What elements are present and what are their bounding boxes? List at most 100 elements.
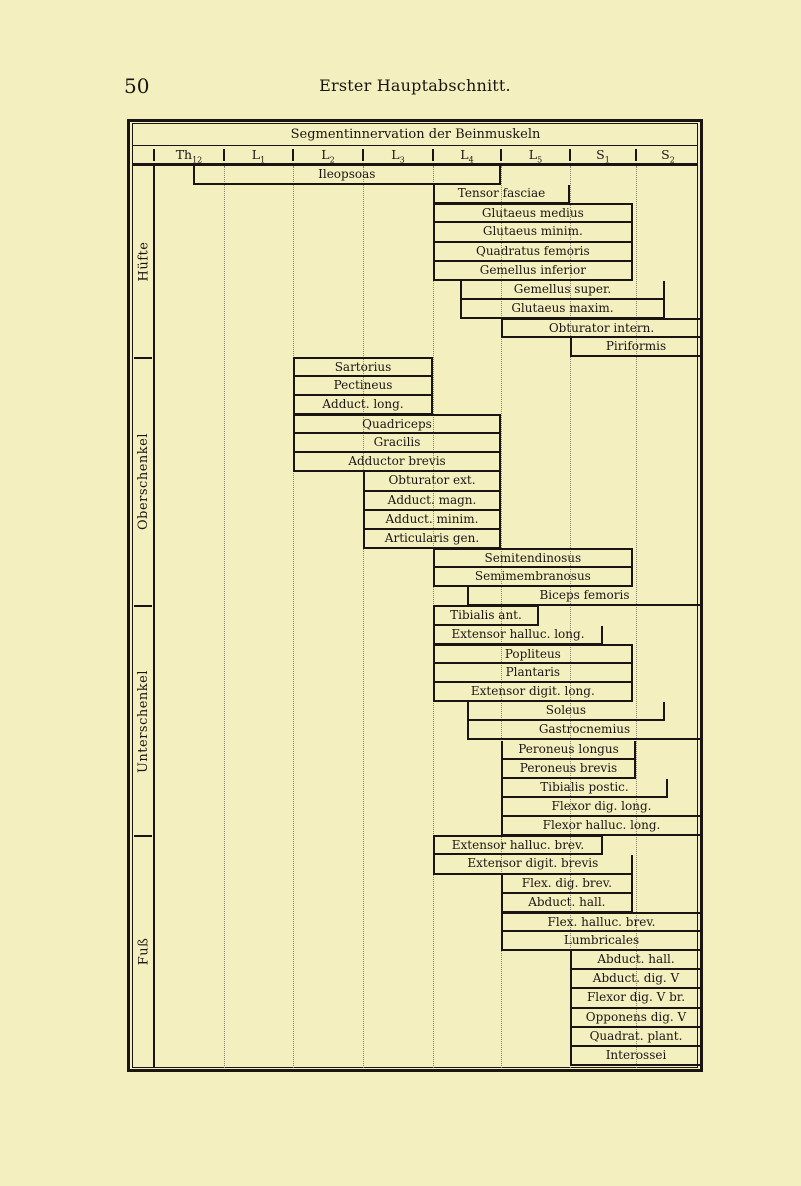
segment-header-L2: L2 xyxy=(293,146,363,165)
muscle-bar: Semimembranosus xyxy=(433,568,633,588)
segment-header-L5: L5 xyxy=(501,146,570,165)
section-divider xyxy=(134,356,152,359)
muscle-bar: Quadriceps xyxy=(293,413,501,435)
muscle-bar: Tibialis postic. xyxy=(501,778,668,798)
muscle-bar: Interossei xyxy=(570,1046,700,1067)
muscle-bar: Gracilis xyxy=(293,434,501,454)
muscle-bar: Semitendinosus xyxy=(433,548,633,569)
segment-subscript: 1 xyxy=(604,155,610,165)
muscle-bar: Piriformis xyxy=(570,338,700,358)
muscle-bar: Glutaeus maxim. xyxy=(460,300,665,320)
muscle-bar: Extensor halluc. long. xyxy=(433,625,603,645)
segment-base: L xyxy=(528,147,538,162)
muscle-bar: Peroneus longus xyxy=(501,740,636,760)
segment-divider xyxy=(362,149,364,161)
section-name: Oberschenkel xyxy=(136,433,152,531)
muscle-bar: Flex. halluc. brev. xyxy=(501,911,700,932)
section-divider xyxy=(134,605,152,608)
muscle-bar: Soleus xyxy=(467,702,665,722)
section-name: Unterschenkel xyxy=(136,669,151,773)
segment-divider xyxy=(432,149,434,161)
muscle-bar: Gemellus super. xyxy=(460,280,665,301)
muscle-bar: Extensor halluc. brev. xyxy=(433,835,603,856)
muscle-bar: Gemellus inferior xyxy=(433,261,633,281)
segment-base: L xyxy=(460,147,469,162)
segment-gridline xyxy=(363,166,364,1068)
segment-divider xyxy=(153,149,155,161)
section-name: Fuß xyxy=(136,937,152,965)
segment-divider xyxy=(223,149,225,161)
section-divider xyxy=(134,835,152,838)
segment-divider xyxy=(635,149,637,161)
segment-divider xyxy=(292,149,294,161)
segment-base: S xyxy=(596,147,605,162)
muscle-bar: Flexor dig. long. xyxy=(501,797,700,818)
muscle-bar: Peroneus brevis xyxy=(501,759,636,779)
segment-subscript: 1 xyxy=(260,155,266,165)
muscle-bar: Adduct. minim. xyxy=(363,510,501,530)
muscle-bar: Opponens dig. V xyxy=(570,1008,700,1028)
muscle-bar: Plantaris xyxy=(433,663,633,684)
muscle-bar: Glutaeus minim. xyxy=(433,223,633,243)
muscle-bar: Extensor digit. long. xyxy=(433,683,633,703)
muscle-bar: Quadratus femoris xyxy=(433,242,633,262)
segment-gridline xyxy=(293,166,294,1068)
section-label: Hüfte xyxy=(134,166,153,358)
muscle-bar: Articularis gen. xyxy=(363,529,501,549)
page-number: 50 xyxy=(124,74,150,98)
segment-base: L xyxy=(251,147,261,162)
segment-subscript: 2 xyxy=(329,155,335,165)
section-label: Oberschenkel xyxy=(134,358,153,607)
muscle-bar: Gastrocnemius xyxy=(467,721,700,741)
segment-header-L1: L1 xyxy=(224,146,293,165)
muscle-bar: Ileopsoas xyxy=(192,166,501,186)
muscle-bar: Flexor dig. V br. xyxy=(570,989,700,1009)
section-label-column-divider xyxy=(153,166,155,1068)
segment-header-row: Th12 L1 L2 L3 L4 L5 S1 S2 xyxy=(133,146,698,166)
muscle-bar: Abduct. dig. V xyxy=(570,970,700,990)
table-title: Segmentinnervation der Beinmuskeln xyxy=(133,123,698,146)
segment-header-Th12: Th12 xyxy=(154,146,224,165)
section-label: Unterschenkel xyxy=(134,606,153,836)
segment-gridline xyxy=(501,166,502,1068)
muscle-bar: Pectineus xyxy=(293,376,433,396)
muscle-bar: Flex. dig. brev. xyxy=(501,874,633,894)
segment-gridline xyxy=(636,166,637,1068)
muscle-bar: Obturator intern. xyxy=(501,318,700,339)
segment-base: Th xyxy=(175,147,193,162)
segment-header-S1: S1 xyxy=(570,146,636,165)
muscle-bar: Obturator ext. xyxy=(363,472,501,492)
muscle-bar: Popliteus xyxy=(433,643,633,664)
segment-header-L4: L4 xyxy=(433,146,501,165)
muscle-bar: Adduct. magn. xyxy=(363,491,501,511)
muscle-bar: Abduct. hall. xyxy=(501,893,633,913)
segment-header-S2: S2 xyxy=(636,146,700,165)
segment-divider xyxy=(500,149,502,161)
running-title: Erster Hauptabschnitt. xyxy=(319,76,511,95)
segment-gridline xyxy=(570,166,571,1068)
muscle-bar: Glutaeus medius xyxy=(433,203,633,224)
muscle-bar: Quadrat. plant. xyxy=(570,1027,700,1047)
muscle-bar: Biceps femoris xyxy=(467,587,700,607)
section-name: Hüfte xyxy=(136,241,152,282)
muscle-bar: Extensor digit. brevis xyxy=(433,855,633,875)
segment-base: L xyxy=(391,147,400,162)
muscle-bar: Adductor brevis xyxy=(293,453,501,473)
segment-subscript: 12 xyxy=(192,155,203,165)
muscle-bar: Lumbricales xyxy=(501,932,700,952)
segment-subscript: 2 xyxy=(669,155,675,165)
muscle-bar: Tensor fasciae xyxy=(433,185,570,205)
segment-base: L xyxy=(321,147,330,162)
muscle-bar: Sartorius xyxy=(293,356,433,377)
section-label: Fuß xyxy=(134,836,153,1066)
segment-subscript: 5 xyxy=(537,155,543,165)
segment-divider xyxy=(569,149,571,161)
table-inner-border xyxy=(132,123,698,1068)
segment-header-L3: L3 xyxy=(363,146,433,165)
segment-base: S xyxy=(661,147,670,162)
segment-subscript: 3 xyxy=(399,155,405,165)
muscle-bar: Tibialis ant. xyxy=(433,605,539,626)
table-outer-border xyxy=(127,119,703,1072)
muscle-bar: Abduct. hall. xyxy=(570,951,700,971)
muscle-bar: Flexor halluc. long. xyxy=(501,817,700,837)
